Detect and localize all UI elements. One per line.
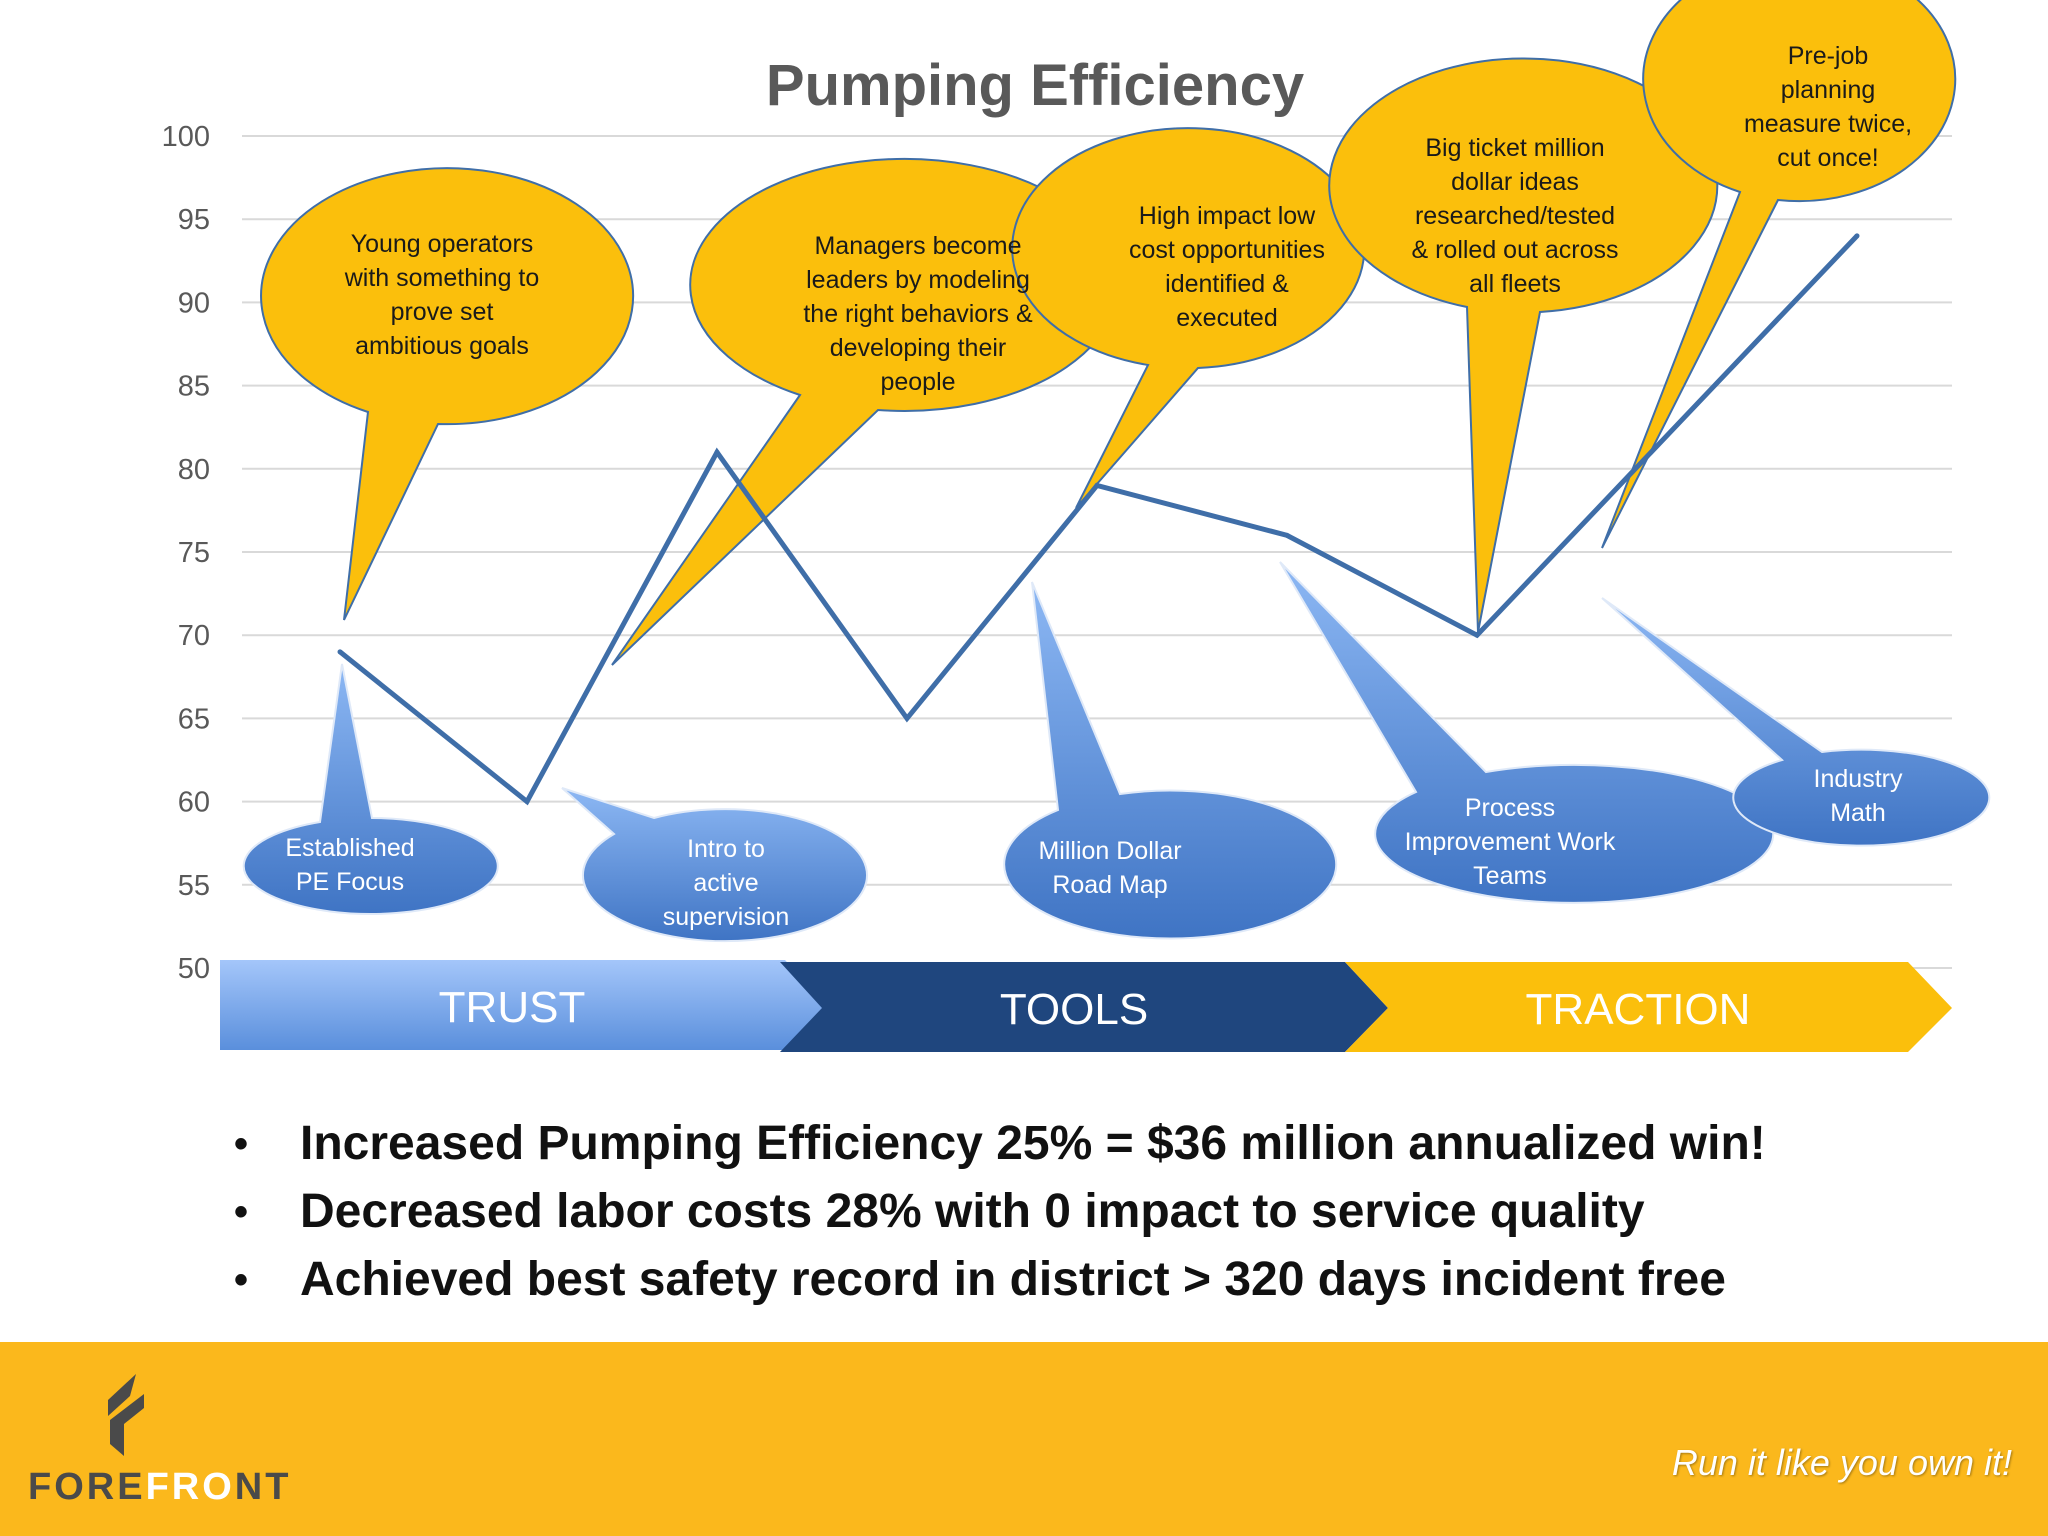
yellow-callouts (260, 0, 1957, 666)
forefront-logo: FOREFRONT (28, 1372, 288, 1512)
result-text: Increased Pumping Efficiency 25% = $36 m… (300, 1117, 1766, 1170)
y-tick-label: 100 (162, 121, 210, 153)
efficiency-series (337, 233, 1860, 806)
y-tick-label: 65 (178, 703, 210, 735)
yellow-callout-text: Managers become leaders by modeling the ri… (803, 232, 1033, 396)
blue-callout-text: Million Dollar Road Map (1038, 837, 1181, 899)
phase-arrows: TRUST TOOLS TRACTION (220, 960, 1952, 1052)
data-point (1094, 482, 1100, 488)
blue-callout-industry (1601, 597, 1991, 847)
phase-label-trust: TRUST (439, 983, 586, 1032)
y-tick-label: 90 (178, 287, 210, 319)
phase-label-tools: TOOLS (1000, 985, 1148, 1034)
blue-callout-million-dollar (1003, 581, 1338, 940)
blue-callout-text: Process Improvement Work Teams (1405, 794, 1616, 890)
data-point (1284, 532, 1290, 538)
blue-callout-established (242, 663, 499, 915)
results-list: • Increased Pumping Efficiency 25% = $36 … (230, 1110, 1766, 1314)
y-tick-label: 80 (178, 454, 210, 486)
result-item: • Increased Pumping Efficiency 25% = $36 … (230, 1110, 1766, 1178)
result-item: • Achieved best safety record in district… (230, 1246, 1766, 1314)
blue-callout-text: Industry Math (1814, 765, 1903, 827)
yellow-callout-text: High impact low cost opportunities identif… (1129, 202, 1325, 332)
y-tick-label: 95 (178, 204, 210, 236)
result-text: Achieved best safety record in district … (300, 1253, 1726, 1306)
y-tick-label: 60 (178, 787, 210, 819)
result-item: • Decreased labor costs 28% with 0 impact… (230, 1178, 1766, 1246)
series-line (338, 234, 1859, 806)
pumping-efficiency-chart: Pumping Efficiency 100 95 90 85 80 75 70 65 60 55… (162, 0, 1991, 1052)
yellow-callout-managers (611, 157, 1120, 666)
y-tick-label: 75 (178, 537, 210, 569)
logo-text-fore: FORE (28, 1466, 146, 1508)
tagline: Run it like you own it! (1671, 1442, 2012, 1483)
blue-callout-text: Established PE Focus (285, 834, 414, 896)
y-tick-label: 70 (178, 620, 210, 652)
data-point (524, 799, 530, 805)
logo-wordmark: FOREFRONT (28, 1466, 291, 1509)
yellow-callout-text: Young operators with something to prove se… (344, 230, 540, 360)
y-tick-label: 85 (178, 371, 210, 403)
yellow-callout-high-impact (1011, 127, 1366, 509)
yellow-callout-text: Big ticket million dollar ideas researched… (1411, 134, 1618, 298)
y-tick-label: 55 (178, 870, 210, 902)
yellow-callout-pre-job (1601, 0, 1957, 549)
logo-text-fro: FRO (145, 1466, 235, 1508)
phase-arrow-tools (780, 962, 1388, 1052)
bullet-dot: • (234, 1258, 249, 1302)
chart-title: Pumping Efficiency (766, 53, 1304, 118)
phase-arrow-traction (1345, 962, 1952, 1052)
data-point (714, 449, 720, 455)
yellow-callout-big-ticket (1328, 57, 1719, 633)
y-axis-ticks: 100 95 90 85 80 75 70 65 60 55 50 (162, 121, 210, 985)
data-point (904, 715, 910, 721)
blue-callout-process (1279, 561, 1775, 904)
blue-callout-intro (561, 787, 869, 943)
phase-label-traction: TRACTION (1526, 985, 1751, 1034)
blue-callout-text: Intro to active supervision (663, 835, 789, 931)
data-point (1854, 233, 1860, 239)
y-tick-label: 50 (178, 953, 210, 985)
yellow-callout-text: Pre-job planning measure twice, cut once! (1744, 42, 1912, 172)
yellow-callout-young-operators (260, 167, 635, 621)
result-text: Decreased labor costs 28% with 0 impact … (300, 1185, 1645, 1238)
bullet-dot: • (234, 1122, 249, 1166)
data-point (1474, 632, 1480, 638)
flame-logo-icon (108, 1374, 144, 1456)
bullet-dot: • (234, 1190, 249, 1234)
data-point (337, 649, 343, 655)
phase-arrow-trust (220, 960, 828, 1050)
logo-text-nt: NT (234, 1466, 292, 1508)
blue-callouts (242, 561, 1991, 943)
footer-bar: FOREFRONT Run it like you own it! (0, 1342, 2048, 1536)
